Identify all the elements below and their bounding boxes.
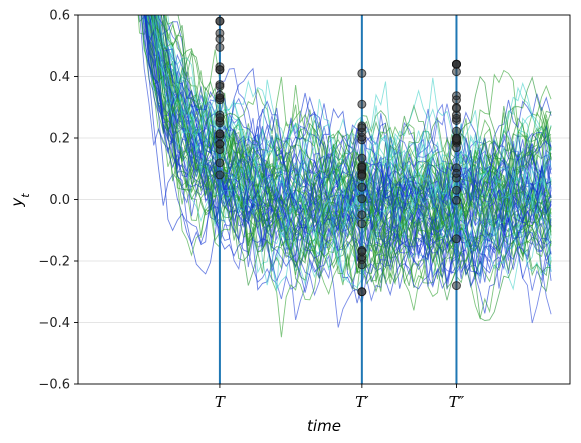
snapshot-dot bbox=[215, 158, 225, 168]
snapshot-dot bbox=[451, 195, 461, 205]
snapshot-dot bbox=[215, 170, 225, 180]
x-axis: T T′ T″ bbox=[215, 384, 465, 411]
series-line bbox=[165, 15, 552, 311]
snapshot-dot bbox=[357, 123, 367, 133]
snapshot-dot bbox=[357, 153, 367, 163]
y-tick-label: 0.2 bbox=[49, 132, 70, 147]
snapshot-dot bbox=[215, 81, 225, 91]
snapshot-dot bbox=[215, 34, 225, 44]
series-line bbox=[155, 15, 552, 265]
snapshot-dot bbox=[451, 168, 461, 178]
x-tick-label: T′ bbox=[355, 393, 369, 411]
series-line bbox=[144, 15, 552, 266]
snapshot-dot bbox=[215, 113, 225, 123]
snapshot-dot bbox=[357, 247, 367, 257]
series-line bbox=[160, 15, 552, 290]
snapshot-dot bbox=[357, 99, 367, 109]
snapshot-dot bbox=[215, 90, 225, 100]
snapshot-dot bbox=[357, 162, 367, 172]
x-tick-label: T bbox=[215, 393, 226, 411]
series-line bbox=[144, 15, 552, 252]
y-tick-label: 0.4 bbox=[49, 70, 70, 85]
series-line bbox=[144, 15, 552, 265]
snapshot-dot bbox=[451, 67, 461, 77]
series-line bbox=[160, 15, 552, 281]
series-line bbox=[157, 15, 552, 279]
snapshot-dot bbox=[357, 219, 367, 229]
snapshot-dot bbox=[451, 113, 461, 123]
snapshot-dot bbox=[357, 171, 367, 181]
series-line bbox=[143, 15, 552, 262]
y-axis: −0.6 −0.4 −0.2 0.0 0.2 0.4 0.6 bbox=[38, 9, 78, 393]
series-line bbox=[141, 15, 552, 277]
snapshot-dot bbox=[215, 139, 225, 149]
snapshot-dot bbox=[451, 134, 461, 144]
y-tick-label: 0.0 bbox=[49, 193, 70, 208]
x-tick-label: T″ bbox=[449, 393, 465, 411]
snapshot-dot bbox=[357, 260, 367, 270]
snapshot-dot bbox=[451, 59, 461, 69]
snapshot-dot bbox=[451, 103, 461, 113]
snapshot-dot bbox=[357, 210, 367, 220]
snapshot-dot bbox=[357, 287, 367, 297]
y-tick-label: 0.6 bbox=[49, 9, 70, 24]
series-line bbox=[152, 15, 552, 289]
snapshot-dot bbox=[451, 281, 461, 291]
snapshot-dot bbox=[451, 143, 461, 153]
snapshot-dot bbox=[451, 185, 461, 195]
series-line bbox=[148, 15, 552, 283]
series-line bbox=[150, 15, 552, 286]
series-line bbox=[144, 15, 552, 315]
snapshot-dot bbox=[451, 234, 461, 244]
snapshot-dot bbox=[215, 129, 225, 139]
snapshot-dot bbox=[451, 95, 461, 105]
series-group bbox=[137, 15, 552, 338]
series-line bbox=[149, 15, 552, 301]
snapshot-dot bbox=[215, 16, 225, 26]
snapshot-dot bbox=[215, 42, 225, 52]
y-tick-label: −0.2 bbox=[38, 255, 70, 270]
snapshot-dot bbox=[451, 126, 461, 136]
snapshot-dot bbox=[357, 182, 367, 192]
snapshot-dot bbox=[357, 194, 367, 204]
y-tick-label: −0.6 bbox=[38, 378, 70, 393]
snapshot-dots bbox=[215, 16, 461, 297]
series-line bbox=[150, 15, 552, 270]
y-tick-label: −0.4 bbox=[38, 316, 70, 331]
y-axis-label: yt bbox=[8, 193, 32, 208]
series-line bbox=[147, 15, 552, 293]
snapshot-dot bbox=[357, 68, 367, 78]
snapshot-dot bbox=[215, 65, 225, 75]
x-axis-label: time bbox=[307, 417, 341, 435]
